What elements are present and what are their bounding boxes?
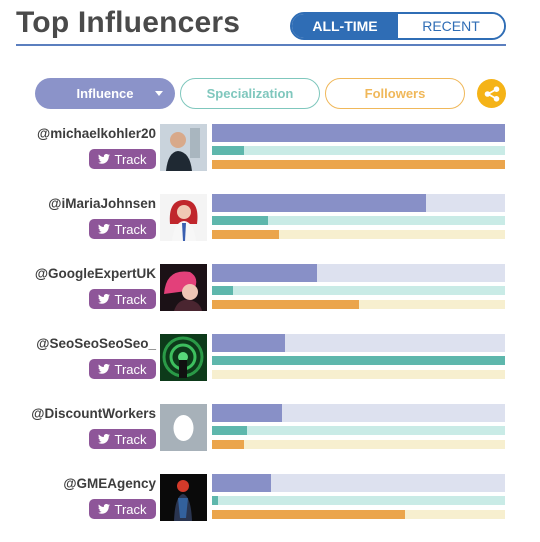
avatar[interactable] bbox=[160, 474, 207, 521]
influence-bar bbox=[212, 474, 505, 492]
specialization-bar bbox=[212, 356, 505, 365]
influencer-handle[interactable]: @DiscountWorkers bbox=[31, 406, 156, 421]
twitter-icon bbox=[98, 504, 111, 514]
twitter-icon bbox=[98, 434, 111, 444]
track-label: Track bbox=[114, 151, 147, 167]
track-label: Track bbox=[114, 501, 147, 517]
page-title: Top Influencers bbox=[16, 6, 241, 39]
track-button[interactable]: Track bbox=[89, 499, 156, 519]
specialization-bar bbox=[212, 286, 505, 295]
influencer-row: @DiscountWorkers Track bbox=[0, 404, 540, 466]
influence-bar-fill bbox=[212, 404, 283, 422]
influencer-handle[interactable]: @SeoSeoSeoSeo_ bbox=[36, 336, 156, 351]
avatar[interactable] bbox=[160, 124, 207, 171]
followers-bar bbox=[212, 160, 505, 169]
specialization-bar bbox=[212, 426, 505, 435]
avatar[interactable] bbox=[160, 264, 207, 311]
specialization-bar-fill bbox=[212, 356, 505, 365]
sort-filters: Influence Specialization Followers bbox=[35, 78, 507, 109]
followers-bar bbox=[212, 510, 505, 519]
avatar[interactable] bbox=[160, 194, 207, 241]
influencer-row: @SeoSeoSeoSeo_ Track bbox=[0, 334, 540, 396]
track-label: Track bbox=[114, 291, 147, 307]
chevron-down-icon bbox=[155, 91, 163, 96]
track-label: Track bbox=[114, 361, 147, 377]
track-button[interactable]: Track bbox=[89, 149, 156, 169]
followers-bar bbox=[212, 370, 505, 379]
track-label: Track bbox=[114, 431, 147, 447]
track-button[interactable]: Track bbox=[89, 359, 156, 379]
specialization-bar-fill bbox=[212, 146, 245, 155]
avatar[interactable] bbox=[160, 334, 207, 381]
followers-bar bbox=[212, 300, 505, 309]
header: Top Influencers ALL-TIME RECENT bbox=[16, 6, 506, 46]
influencer-handle[interactable]: @GoogleExpertUK bbox=[34, 266, 156, 281]
influencer-handle[interactable]: @michaelkohler20 bbox=[37, 126, 156, 141]
influence-bar-fill bbox=[212, 334, 286, 352]
influence-bar bbox=[212, 334, 505, 352]
avatar[interactable] bbox=[160, 404, 207, 451]
followers-bar-fill bbox=[212, 160, 505, 169]
followers-bar bbox=[212, 440, 505, 449]
specialization-bar-fill bbox=[212, 286, 233, 295]
influence-bar-fill bbox=[212, 474, 271, 492]
tab-all-time[interactable]: ALL-TIME bbox=[292, 14, 398, 38]
influencer-row: @GMEAgency Track bbox=[0, 474, 540, 536]
influence-bar bbox=[212, 124, 505, 142]
influence-bar-fill bbox=[212, 264, 318, 282]
influencer-handle[interactable]: @iMariaJohnsen bbox=[48, 196, 156, 211]
followers-bar-fill bbox=[212, 300, 359, 309]
time-range-toggle: ALL-TIME RECENT bbox=[290, 12, 506, 40]
share-button[interactable] bbox=[477, 79, 506, 108]
track-button[interactable]: Track bbox=[89, 429, 156, 449]
specialization-bar bbox=[212, 146, 505, 155]
specialization-bar bbox=[212, 496, 505, 505]
influencer-row: @michaelkohler20 Track bbox=[0, 124, 540, 186]
influence-bar bbox=[212, 264, 505, 282]
followers-bar-fill bbox=[212, 510, 406, 519]
followers-bar-fill bbox=[212, 440, 245, 449]
twitter-icon bbox=[98, 294, 111, 304]
specialization-bar-fill bbox=[212, 496, 218, 505]
influence-bar bbox=[212, 404, 505, 422]
followers-bar-fill bbox=[212, 230, 280, 239]
twitter-icon bbox=[98, 364, 111, 374]
influencer-row: @GoogleExpertUK Track bbox=[0, 264, 540, 326]
track-label: Track bbox=[114, 221, 147, 237]
specialization-button[interactable]: Specialization bbox=[180, 78, 320, 109]
followers-button[interactable]: Followers bbox=[325, 78, 465, 109]
influencer-row: @iMariaJohnsen Track bbox=[0, 194, 540, 256]
share-icon bbox=[484, 85, 499, 102]
track-button[interactable]: Track bbox=[89, 289, 156, 309]
influencer-handle[interactable]: @GMEAgency bbox=[63, 476, 156, 491]
specialization-bar bbox=[212, 216, 505, 225]
twitter-icon bbox=[98, 224, 111, 234]
influence-bar-fill bbox=[212, 194, 426, 212]
influence-bar bbox=[212, 194, 505, 212]
followers-bar bbox=[212, 230, 505, 239]
tab-recent[interactable]: RECENT bbox=[398, 14, 504, 38]
influence-dropdown[interactable]: Influence bbox=[35, 78, 175, 109]
track-button[interactable]: Track bbox=[89, 219, 156, 239]
influence-bar-fill bbox=[212, 124, 505, 142]
influence-label: Influence bbox=[76, 86, 134, 101]
specialization-bar-fill bbox=[212, 216, 268, 225]
specialization-bar-fill bbox=[212, 426, 248, 435]
twitter-icon bbox=[98, 154, 111, 164]
